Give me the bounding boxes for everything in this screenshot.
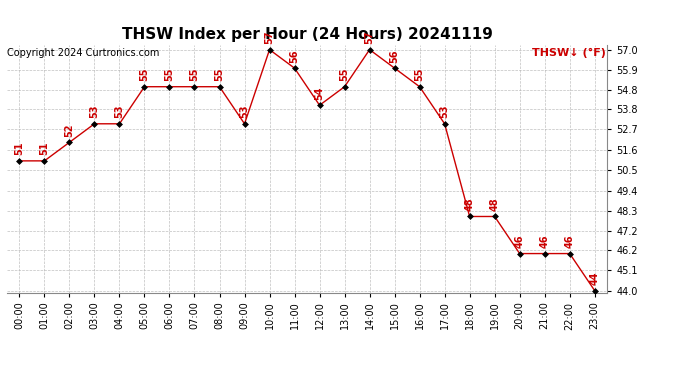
Text: 55: 55 (415, 68, 424, 81)
Text: 44: 44 (590, 272, 600, 285)
Text: 46: 46 (540, 234, 550, 248)
Text: 51: 51 (14, 142, 24, 155)
Text: 57: 57 (264, 31, 275, 44)
Text: 48: 48 (490, 197, 500, 211)
Text: 53: 53 (115, 105, 124, 118)
Text: 55: 55 (215, 68, 224, 81)
Text: 48: 48 (464, 197, 475, 211)
Text: 46: 46 (564, 234, 575, 248)
Text: 53: 53 (239, 105, 250, 118)
Text: 55: 55 (164, 68, 175, 81)
Text: 53: 53 (90, 105, 99, 118)
Text: 52: 52 (64, 123, 75, 137)
Text: THSW↓ (°F): THSW↓ (°F) (532, 48, 606, 58)
Text: 46: 46 (515, 234, 524, 248)
Text: 55: 55 (339, 68, 350, 81)
Text: 57: 57 (364, 31, 375, 44)
Text: 54: 54 (315, 86, 324, 100)
Text: 55: 55 (139, 68, 150, 81)
Text: 55: 55 (190, 68, 199, 81)
Title: THSW Index per Hour (24 Hours) 20241119: THSW Index per Hour (24 Hours) 20241119 (121, 27, 493, 42)
Text: 56: 56 (390, 49, 400, 63)
Text: Copyright 2024 Curtronics.com: Copyright 2024 Curtronics.com (7, 48, 159, 58)
Text: 51: 51 (39, 142, 50, 155)
Text: 53: 53 (440, 105, 450, 118)
Text: 56: 56 (290, 49, 299, 63)
